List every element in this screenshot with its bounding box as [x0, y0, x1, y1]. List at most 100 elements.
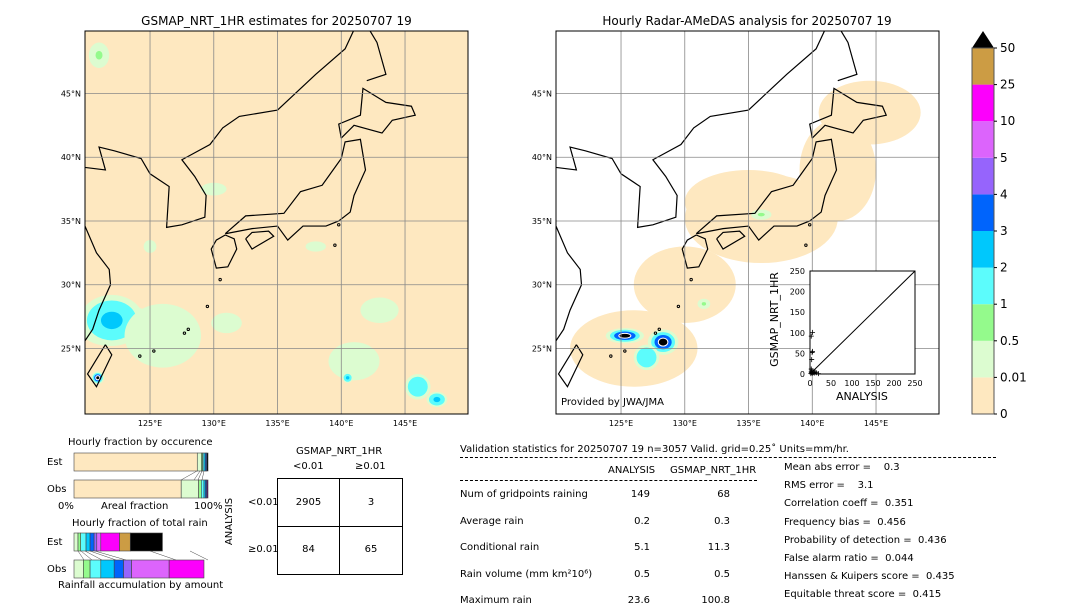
- inset-xtick: 200: [886, 379, 901, 388]
- ct-col-title: GSMAP_NRT_1HR: [296, 446, 383, 457]
- bar-segment: [93, 532, 98, 552]
- coastline: [837, 31, 858, 82]
- inset-ytick: 250: [790, 267, 805, 276]
- coastline: [556, 31, 826, 229]
- coastline: [86, 344, 113, 388]
- bar-segment: [201, 479, 205, 499]
- coastline: [338, 87, 417, 139]
- rain-area: [95, 50, 103, 60]
- occ-obs-label: Obs: [47, 484, 67, 495]
- colorbar-label: 1: [1000, 297, 1008, 311]
- bar-segment: [196, 452, 202, 472]
- stats-col1: ANALYSIS: [608, 465, 656, 476]
- occ-est-label: Est: [47, 457, 63, 468]
- colorbar-segment: [972, 157, 994, 195]
- rain-area: [149, 324, 176, 347]
- lon-tick: 130°E: [202, 419, 226, 428]
- lat-tick: 45°N: [532, 89, 552, 98]
- rain-area: [701, 302, 707, 306]
- coastline: [557, 344, 584, 388]
- inset-ytick: 0: [800, 370, 805, 379]
- occ-xlabel: Areal fraction: [101, 501, 169, 512]
- colorbar-segment: [972, 267, 994, 305]
- bar-segment: [119, 532, 131, 552]
- right-map-title: Hourly Radar-AMeDAS analysis for 2025070…: [602, 14, 892, 28]
- inset-ytick: 150: [790, 308, 805, 317]
- colorbar-label: 3: [1000, 224, 1008, 238]
- lon-tick: 125°E: [138, 419, 162, 428]
- colorbar-label: 50: [1000, 41, 1015, 55]
- lon-tick: 135°E: [736, 419, 760, 428]
- ct-cell: 2905: [295, 497, 322, 508]
- bar-segment: [73, 452, 198, 472]
- occ-est-bar: [73, 452, 209, 472]
- colorbar-segment: [972, 121, 994, 158]
- score: Probability of detection = 0.436: [784, 534, 947, 546]
- coastline: [681, 234, 709, 269]
- rain-area: [799, 118, 877, 221]
- rainfrac-title: Hourly fraction of total rain: [72, 518, 208, 529]
- lon-tick: 125°E: [609, 419, 633, 428]
- rain-area: [642, 353, 651, 362]
- inset-ytick: 50: [795, 349, 805, 358]
- scatter-point: [810, 329, 816, 335]
- left-map-title: GSMAP_NRT_1HR estimates for 20250707 19: [141, 14, 412, 28]
- score: Equitable threat score = 0.415: [784, 589, 942, 601]
- lat-tick: 30°N: [532, 281, 552, 290]
- inset-scatter: 00 50 50 100 100 150 150 200 200 250 250: [790, 267, 923, 388]
- coastline: [224, 138, 367, 241]
- rain-area: [757, 212, 765, 217]
- rain-area: [345, 354, 363, 368]
- rain-area: [345, 376, 350, 380]
- lat-tick: 45°N: [61, 89, 81, 98]
- left-map: [84, 30, 469, 415]
- stat-label: Maximum rain: [460, 595, 532, 606]
- scatter-point: [815, 371, 821, 377]
- lon-tick: 145°E: [393, 419, 417, 428]
- colorbar: 0 0.01 0.5 1 2 3 4 5 10 25 50: [971, 31, 1027, 421]
- bar-segment: [206, 452, 209, 472]
- score: Mean abs error = 0.3: [784, 462, 900, 473]
- score: Frequency bias = 0.456: [784, 516, 906, 528]
- bar-segment: [89, 559, 102, 579]
- stat-gsmap: 68: [717, 489, 730, 500]
- lat-tick: 25°N: [532, 344, 552, 353]
- coastline: [695, 138, 838, 241]
- inset-xtick: 100: [844, 379, 859, 388]
- score: Correlation coeff = 0.351: [784, 498, 914, 510]
- colorbar-label: 5: [1000, 151, 1008, 165]
- occ-x0: 0%: [58, 501, 74, 512]
- stat-gsmap: 100.8: [701, 595, 730, 606]
- stat-gsmap: 11.3: [707, 542, 730, 553]
- bar-segment: [113, 559, 124, 579]
- ct-row-title: ANALYSIS: [224, 497, 236, 546]
- rain-xlabel: Rainfall accumulation by amount: [58, 580, 224, 591]
- occurrence-title: Hourly fraction by occurence: [68, 437, 213, 448]
- bar-segment: [123, 559, 132, 579]
- coastline: [85, 31, 355, 229]
- lon-tick: 140°E: [329, 419, 353, 428]
- rain-est-label: Est: [47, 537, 63, 548]
- rain-area: [373, 305, 387, 315]
- rain-obs-bar: [73, 559, 205, 579]
- stat-analysis: 23.6: [627, 595, 650, 606]
- colorbar-segment: [972, 377, 994, 414]
- inset-xtick: 250: [907, 379, 922, 388]
- inset-ytick: 100: [790, 329, 805, 338]
- colorbar-segment: [972, 48, 994, 85]
- rain-area: [433, 396, 441, 403]
- bar-segment: [85, 532, 91, 552]
- rain-area: [818, 80, 921, 145]
- rain-area: [413, 382, 423, 392]
- scatter-point: [809, 350, 815, 356]
- stat-label: Num of gridpoints raining: [460, 489, 588, 500]
- inset-ylabel: GSMAP_NRT_1HR: [767, 272, 781, 367]
- rain-area: [100, 311, 123, 330]
- rain-obs-label: Obs: [47, 564, 67, 575]
- scatter-point: [811, 370, 817, 376]
- stat-gsmap: 0.5: [714, 568, 730, 580]
- colorbar-segment: [972, 231, 994, 268]
- score: False alarm ratio = 0.044: [784, 553, 914, 564]
- colorbar-label: 2: [1000, 261, 1008, 275]
- bar-segment: [131, 559, 170, 579]
